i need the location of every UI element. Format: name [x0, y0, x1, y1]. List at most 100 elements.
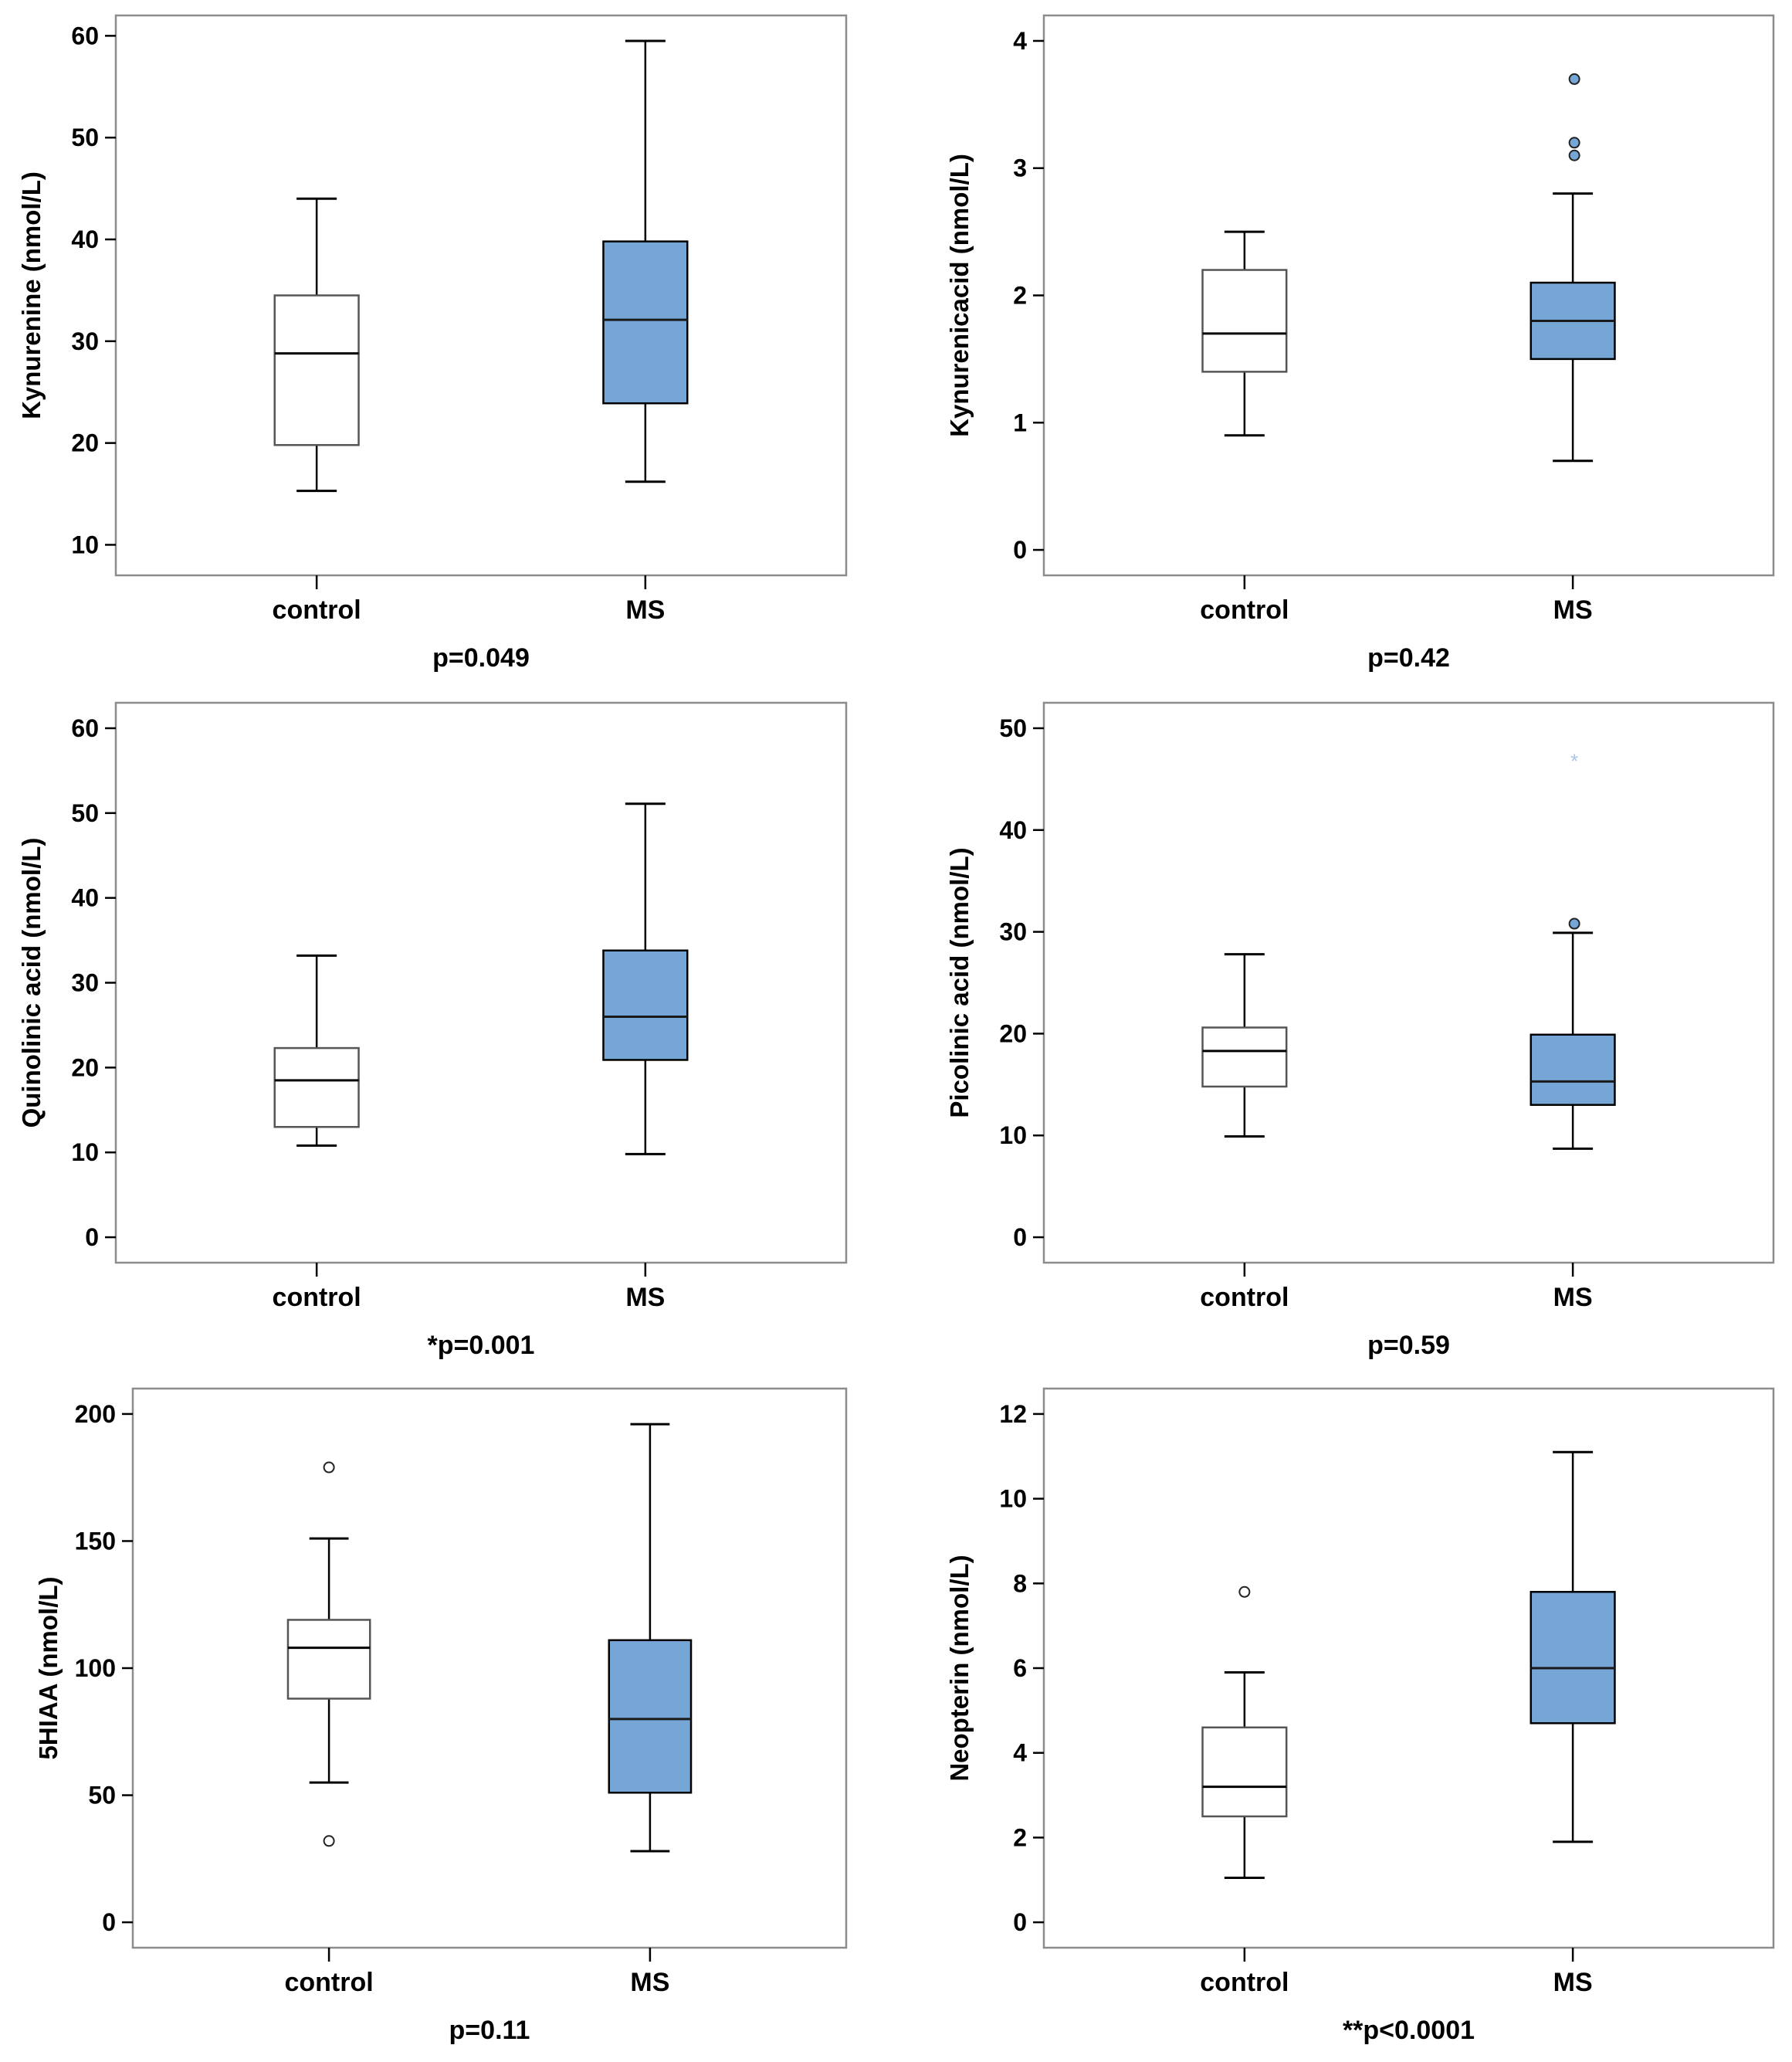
outlier-point — [323, 1835, 335, 1847]
y-axis-title: Kynurenine (nmol/L) — [17, 171, 46, 419]
box-iqr — [1529, 1033, 1616, 1106]
y-tick-label: 50 — [71, 799, 99, 827]
y-tick-label: 8 — [1013, 1569, 1027, 1597]
y-tick-label: 200 — [75, 1400, 116, 1428]
y-tick-label: 2 — [1013, 282, 1027, 310]
x-category-label-control: control — [1200, 1968, 1289, 1997]
box-control — [273, 197, 360, 493]
y-tick-label: 3 — [1013, 154, 1027, 182]
outlier-point — [1568, 149, 1580, 161]
x-category-label-ms: MS — [625, 595, 665, 625]
y-tick-label: 0 — [85, 1223, 99, 1251]
x-category-label-ms: MS — [1553, 1968, 1593, 1997]
y-tick-label: 10 — [999, 1485, 1027, 1513]
x-category-label-control: control — [273, 1283, 361, 1312]
y-tick-label: 0 — [1013, 1223, 1027, 1251]
y-tick-label: 150 — [75, 1527, 116, 1555]
y-tick-label: 30 — [71, 969, 99, 997]
y-axis-title: Kynurenicacid (nmol/L) — [945, 154, 974, 437]
y-tick-label: 60 — [71, 714, 99, 742]
box-iqr — [608, 1639, 693, 1794]
x-category-label-control: control — [273, 595, 361, 625]
y-tick-label: 10 — [71, 1138, 99, 1166]
x-category-label-ms: MS — [625, 1283, 665, 1312]
y-tick-label: 40 — [71, 226, 99, 253]
plot-frame — [1042, 701, 1775, 1264]
p-value-label: p=0.11 — [449, 2016, 530, 2045]
y-tick-label: 4 — [1013, 27, 1027, 55]
y-tick-label: 50 — [999, 714, 1027, 742]
y-tick-label: 4 — [1013, 1739, 1027, 1767]
y-tick-label: 60 — [71, 22, 99, 49]
p-value-label: *p=0.001 — [428, 1331, 535, 1360]
outlier-point — [1568, 73, 1580, 85]
p-value-label: p=0.59 — [1367, 1331, 1450, 1360]
p-value-label: **p<0.0001 — [1343, 2016, 1475, 2045]
box-ms — [1529, 1450, 1616, 1843]
x-category-label-ms: MS — [1553, 1283, 1593, 1312]
chart-panel-4: 0 10 20 30 40 50 control MS Picolinic acid (nmol… — [945, 701, 1775, 1360]
x-category-label-ms: MS — [630, 1968, 669, 1997]
y-tick-label: 100 — [75, 1654, 116, 1682]
y-axis-title: Quinolinic acid (nmol/L) — [17, 838, 46, 1128]
y-tick-label: 12 — [999, 1400, 1027, 1428]
chart-panel-1: 10 20 30 40 50 60 control MS Kynurenine (nmol/L)… — [17, 14, 848, 673]
box-iqr — [273, 1046, 360, 1128]
box-control — [1201, 1586, 1288, 1879]
plot-frame — [114, 14, 848, 577]
y-tick-label: 50 — [88, 1782, 116, 1809]
x-category-label-control: control — [1200, 1283, 1289, 1312]
y-tick-label: 10 — [999, 1121, 1027, 1149]
y-tick-label: 20 — [999, 1019, 1027, 1047]
p-value-label: p=0.049 — [432, 643, 530, 673]
box-iqr — [273, 294, 360, 446]
y-tick-label: 40 — [71, 884, 99, 912]
chart-panel-2: 0 1 2 3 4 control MS Kynurenicacid (nmol/L) p=0.… — [945, 14, 1775, 673]
y-tick-label: 0 — [102, 1908, 116, 1936]
chart-panel-5: 0 50 100 150 200 control MS 5HIAA (nmol/L) p=0.1… — [34, 1387, 848, 2045]
x-category-label-ms: MS — [1553, 595, 1593, 625]
y-tick-label: 40 — [999, 816, 1027, 844]
box-control — [1201, 230, 1288, 437]
box-ms — [1529, 73, 1616, 463]
outlier-point — [1568, 137, 1580, 149]
outlier-point — [1568, 917, 1580, 930]
p-value-label: p=0.42 — [1367, 643, 1450, 673]
box-iqr — [1201, 269, 1288, 373]
y-tick-label: 30 — [71, 327, 99, 355]
outlier-point — [323, 1461, 335, 1474]
y-tick-label: 2 — [1013, 1823, 1027, 1851]
box-ms — [602, 802, 689, 1155]
box-ms — [602, 39, 689, 483]
y-axis-title: Picolinic acid (nmol/L) — [945, 847, 974, 1117]
chart-panel-6: 0 2 4 6 8 10 12 control MS Neopterin (nmol/L) **p<… — [945, 1387, 1775, 2045]
y-tick-label: 30 — [999, 918, 1027, 946]
box-iqr — [602, 949, 689, 1061]
y-tick-label: 20 — [71, 1053, 99, 1081]
x-category-label-control: control — [284, 1968, 373, 1997]
outlier-point — [1238, 1586, 1251, 1598]
box-ms — [608, 1423, 693, 1853]
box-iqr — [1201, 1726, 1288, 1818]
y-tick-label: 10 — [71, 531, 99, 558]
box-control — [286, 1461, 371, 1847]
box-iqr — [1201, 1026, 1288, 1088]
box-iqr — [602, 240, 689, 405]
box-ms: * — [1529, 750, 1616, 1150]
y-tick-label: 50 — [71, 124, 99, 151]
y-axis-title: 5HIAA (nmol/L) — [34, 1576, 63, 1759]
box-iqr — [1529, 1591, 1616, 1725]
y-tick-label: 20 — [71, 429, 99, 457]
x-category-label-control: control — [1200, 595, 1289, 625]
box-control — [273, 954, 360, 1147]
y-tick-label: 1 — [1013, 409, 1027, 436]
box-iqr — [286, 1619, 371, 1700]
chart-panel-3: 0 10 20 30 40 50 60 control MS Quinolinic acid (n… — [17, 701, 848, 1360]
box-control — [1201, 953, 1288, 1138]
y-axis-title: Neopterin (nmol/L) — [945, 1555, 974, 1781]
extreme-star: * — [1570, 750, 1578, 773]
y-tick-label: 0 — [1013, 536, 1027, 564]
y-tick-label: 0 — [1013, 1908, 1027, 1936]
y-tick-label: 6 — [1013, 1654, 1027, 1682]
